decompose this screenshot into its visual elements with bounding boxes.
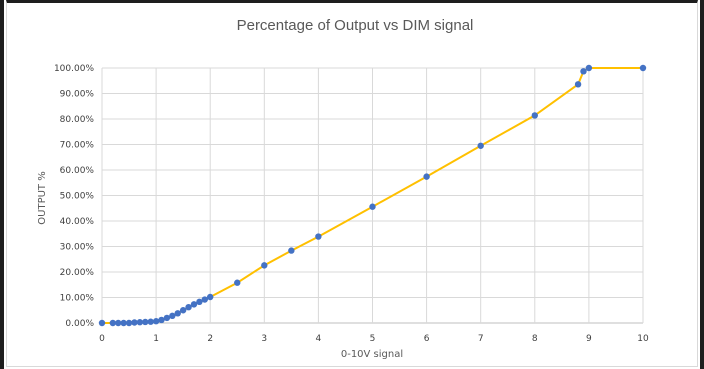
right-border — [700, 0, 704, 369]
data-point — [261, 262, 268, 269]
x-tick-label: 2 — [207, 334, 213, 344]
y-axis-label: OUTPUT % — [37, 171, 48, 224]
data-point — [207, 293, 214, 301]
x-tick-labels: 0 1 2 3 4 5 6 7 8 9 10 — [99, 334, 649, 344]
data-point — [125, 319, 133, 327]
x-axis-label: 0-10V signal — [341, 349, 403, 360]
data-point — [477, 142, 484, 149]
y-tick-label: 50.00% — [60, 192, 95, 202]
y-tick-label: 100.00% — [54, 64, 94, 74]
data-point — [136, 319, 144, 326]
y-tick-label: 0.00% — [65, 319, 94, 329]
data-point — [531, 112, 538, 119]
data-point — [98, 319, 106, 327]
chart-title: Percentage of Output vs DIM signal — [237, 17, 474, 34]
x-tick-label: 4 — [316, 334, 322, 344]
x-tick-label: 7 — [478, 334, 484, 344]
data-point — [196, 298, 203, 306]
gridlines — [101, 67, 644, 324]
x-tick-label: 1 — [153, 334, 159, 344]
y-tick-label: 20.00% — [60, 268, 95, 278]
y-tick-label: 90.00% — [60, 90, 95, 100]
left-border — [0, 0, 4, 369]
data-point — [163, 314, 171, 322]
data-point — [423, 173, 430, 180]
data-point — [315, 233, 322, 240]
x-tick-label: 10 — [637, 334, 649, 344]
data-point — [158, 316, 165, 324]
data-point — [201, 296, 208, 303]
y-tick-labels: 0.00% 10.00% 20.00% 30.00% 40.00% 50.00% 60.00… — [54, 64, 94, 329]
data-point — [288, 247, 295, 254]
data-point — [142, 318, 149, 326]
x-tick-label: 9 — [586, 334, 592, 344]
data-point — [120, 319, 127, 327]
y-tick-label: 10.00% — [60, 294, 95, 304]
y-tick-label: 60.00% — [60, 166, 95, 176]
data-point — [152, 318, 160, 325]
data-point — [115, 319, 122, 327]
data-point — [234, 279, 241, 286]
data-point — [190, 301, 198, 308]
data-point — [185, 303, 192, 311]
x-tick-label: 0 — [99, 334, 105, 344]
x-tick-label: 5 — [370, 334, 376, 344]
data-point — [585, 64, 593, 72]
data-point — [574, 81, 582, 88]
data-point — [109, 319, 117, 327]
x-tick-label: 8 — [532, 334, 538, 344]
y-tick-label: 40.00% — [60, 217, 95, 227]
x-tick-label: 6 — [424, 334, 430, 344]
data-point — [369, 203, 376, 210]
y-tick-label: 30.00% — [60, 243, 95, 253]
data-point — [169, 312, 176, 320]
chart-frame — [6, 0, 698, 367]
data-point — [131, 319, 138, 326]
data-point — [147, 318, 154, 325]
data-point — [174, 310, 181, 317]
y-tick-label: 70.00% — [60, 141, 95, 151]
data-point — [179, 307, 187, 314]
y-tick-label: 80.00% — [60, 115, 95, 125]
data-point — [639, 64, 647, 72]
x-tick-label: 3 — [261, 334, 267, 344]
data-point — [580, 68, 587, 75]
data-points — [98, 64, 647, 327]
